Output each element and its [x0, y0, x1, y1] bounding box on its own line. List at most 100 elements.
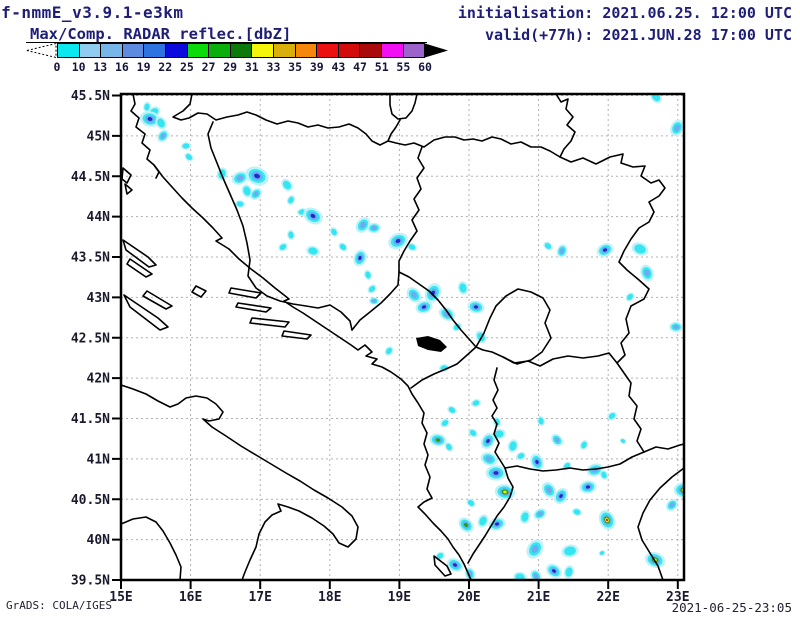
island-corfu — [433, 555, 452, 577]
radar-echo — [468, 428, 478, 438]
border-bosnia-montenegro — [351, 271, 400, 331]
border-macedonia-greece — [504, 451, 645, 472]
radar-echo — [438, 364, 450, 372]
lat-axis-label: 39.5N — [71, 574, 110, 589]
lat-axis-label: 42N — [87, 372, 111, 387]
init-time-label: initialisation: 2021.06.25. 12:00 UTC — [457, 4, 792, 22]
colorbar-tick-label: 33 — [266, 60, 281, 74]
coastline-italy-adriatic — [121, 384, 359, 580]
lon-axis-label: 17E — [248, 590, 271, 605]
map-frame — [119, 92, 686, 582]
radar-echo — [281, 178, 293, 192]
radar-echo — [488, 517, 506, 531]
colorbar-tick-label: 13 — [93, 60, 108, 74]
colorbar-tick-label: 16 — [115, 60, 129, 74]
lat-axis-label: 40.5N — [71, 493, 110, 508]
colorbar-tick-label: 22 — [158, 60, 173, 74]
colorbar-segment — [251, 44, 273, 57]
radar-echo — [666, 498, 678, 512]
radar-echo — [367, 284, 377, 294]
colorbar-tick-label: 29 — [223, 60, 238, 74]
island — [123, 294, 169, 331]
island — [228, 287, 262, 299]
colorbar-segment — [186, 44, 209, 57]
colorbar-segment — [272, 44, 295, 57]
radar-echo — [530, 453, 544, 471]
lat-axis-label: 44N — [87, 210, 111, 225]
lat-axis-label: 42.5N — [71, 331, 110, 346]
island — [235, 302, 272, 313]
radar-echo — [470, 399, 482, 407]
radar-echo — [579, 480, 597, 494]
radar-echo — [480, 452, 498, 466]
colorbar-tick-label: 60 — [418, 60, 432, 74]
axis-labels: 45.5N 45N 44.5N 44N 43.5N 43N 42.5N 42N 41.5N 41N… — [71, 89, 690, 605]
colorbar-segment — [100, 44, 122, 57]
colorbar-tick-label: 0 — [53, 60, 61, 74]
radar-echo — [245, 166, 269, 186]
radar-echo — [424, 283, 442, 303]
radar-echo — [139, 111, 161, 127]
border-macedonia-north — [502, 352, 618, 367]
lat-axis-label: 44.5N — [71, 170, 110, 185]
radar-echo — [353, 249, 367, 267]
border-bulgaria-greece — [643, 443, 684, 453]
border-montenegro-serbia — [398, 271, 477, 348]
radar-echo — [458, 517, 474, 533]
radar-echo — [619, 438, 627, 444]
colorbar-segment — [208, 44, 230, 57]
lat-axis-label: 41N — [87, 452, 111, 467]
radar-echo — [598, 510, 616, 530]
lat-axis-label: 43N — [87, 291, 111, 306]
radar-echo — [543, 241, 553, 251]
colorbar-segment — [121, 44, 144, 57]
radar-echo — [480, 433, 496, 449]
radar-echo — [537, 415, 545, 427]
radar-echo — [516, 451, 526, 461]
colorbar-segment — [58, 44, 79, 57]
coastline-italy-taranto-west — [121, 516, 182, 580]
radar-echo — [180, 142, 192, 150]
colorbar-segment — [337, 44, 360, 57]
radar-echo — [561, 544, 579, 558]
radar-echo — [640, 264, 654, 282]
radar-echo — [306, 245, 320, 257]
radar-echo — [457, 281, 469, 295]
island — [281, 330, 312, 340]
coastline-adriatic-east — [153, 164, 472, 580]
radar-echo — [241, 184, 253, 198]
radar-echo — [231, 171, 249, 185]
lat-axis-label: 45N — [87, 129, 111, 144]
radar-echo — [526, 539, 544, 559]
border-danube-loop2 — [387, 119, 401, 142]
lat-axis-label: 40N — [87, 533, 111, 548]
radar-echo — [562, 461, 572, 471]
border-danube-east-bulgaria — [559, 153, 666, 453]
radar-echo — [249, 188, 263, 200]
colorbar-tick-label: 35 — [288, 60, 303, 74]
island — [191, 285, 207, 298]
radar-echo — [367, 222, 381, 234]
radar-echo — [546, 563, 562, 579]
colorbar-segment — [78, 44, 101, 57]
grid-lines — [121, 94, 684, 580]
lat-axis-label: 45.5N — [71, 89, 110, 104]
radar-echo — [184, 152, 194, 162]
axis-ticks — [112, 94, 679, 589]
radar-echo — [287, 229, 295, 241]
colorbar-segment — [229, 44, 252, 57]
radar-echo — [407, 242, 417, 252]
radar-echo — [415, 300, 433, 314]
radar-echo — [278, 242, 288, 252]
colorbar-segment — [316, 44, 338, 57]
radar-echo — [355, 217, 371, 233]
colorbar-overflow-arrow-icon — [425, 43, 448, 58]
radar-echo — [596, 243, 614, 257]
border-albania-greece — [467, 467, 514, 564]
radar-echo — [572, 508, 582, 516]
colorbar-tick-label: 25 — [179, 60, 194, 74]
page-title: rf-nmmE_v3.9.1-e3km — [0, 3, 184, 22]
radar-echo — [598, 550, 606, 556]
border-bosnia-west — [207, 121, 353, 331]
radar-echo — [530, 569, 542, 580]
